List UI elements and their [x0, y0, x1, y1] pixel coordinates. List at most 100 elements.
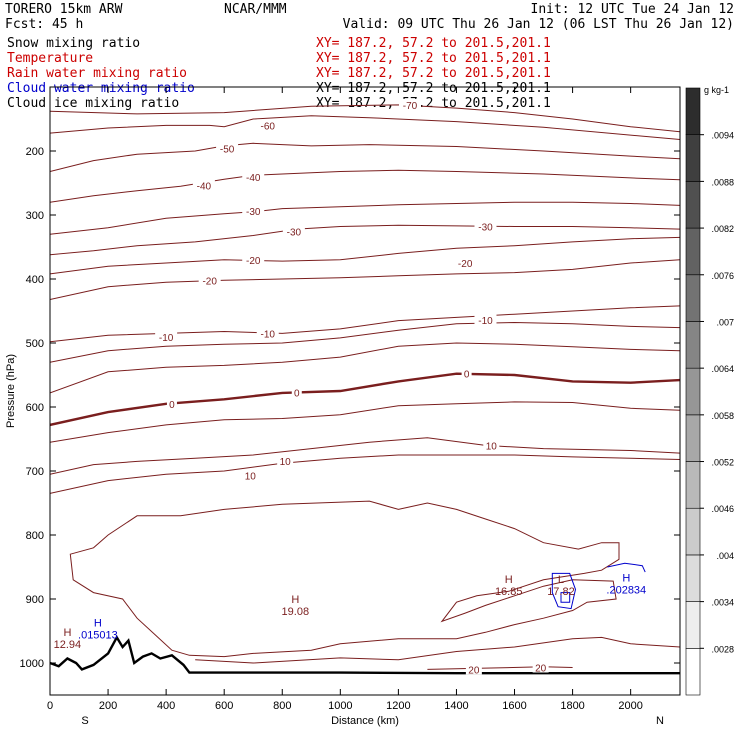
y-tick-label: 900: [26, 594, 44, 606]
x-tick-label: 800: [273, 700, 291, 712]
north-end-label: N: [656, 715, 664, 727]
y-tick-label: 300: [26, 210, 44, 222]
contour-label-bg: [454, 257, 477, 268]
extremum-letter: H: [63, 627, 71, 639]
y-tick-label: 1000: [20, 658, 44, 670]
x-tick-label: 1000: [328, 700, 352, 712]
terrain-line: [50, 634, 680, 675]
colorbar-segment: [685, 648, 701, 696]
temperature-contour: [50, 104, 680, 133]
colorbar-segment: [685, 461, 701, 509]
contour-label-bg: [242, 469, 259, 481]
plot-area: -70 -60 -50 -40 -40 -30 -30 -30 -20 -20 -20 -10 -10 -…: [50, 98, 680, 676]
colorbar-tick-label: .007: [716, 317, 734, 327]
contour-label: 0: [169, 400, 175, 411]
contour-label-bg: [242, 171, 265, 183]
contour-label: -10: [261, 329, 276, 340]
extremum-letter: H: [505, 574, 513, 586]
temperature-contour: [50, 401, 680, 443]
temperature-contour: [50, 224, 680, 256]
contour-label: -20: [458, 259, 473, 270]
colorbar-segment: [685, 414, 701, 462]
extremum-letter: H: [291, 594, 299, 606]
colorbar-segment: [685, 321, 701, 369]
contour-label: 20: [535, 663, 547, 674]
y-axis-label: Pressure (hPa): [5, 354, 17, 428]
valid-time: Valid: 09 UTC Thu 26 Jan 12 (06 LST Thu …: [343, 17, 734, 32]
field-xy-range: XY= 187.2, 57.2 to 201.5,201.1: [316, 51, 551, 66]
temperature-contour: [50, 305, 680, 343]
colorbar-tick-label: .0064: [711, 364, 734, 374]
contour-label-bg: [277, 454, 294, 466]
temperature-contour: [50, 259, 680, 300]
temperature-contour: [50, 437, 680, 475]
contour-label-bg: [532, 661, 549, 673]
cloud-water-contour: [551, 572, 577, 610]
contour-label: -30: [246, 207, 261, 218]
colorbar-tick-label: .0046: [711, 504, 734, 514]
contour-label: 10: [280, 457, 292, 468]
temperature-contour: [427, 666, 573, 670]
field-name: Cloud ice mixing ratio: [7, 96, 179, 111]
contour-label-bg: [242, 205, 265, 217]
field-name: Temperature: [7, 51, 93, 66]
colorbar-segment: [685, 367, 701, 416]
temperature-contour: [50, 115, 680, 140]
colorbar-segment: [685, 507, 701, 556]
temperature-contour: [50, 454, 680, 494]
colorbar-tick-label: .004: [716, 551, 734, 561]
x-tick-label: 1600: [502, 700, 526, 712]
extremum-letter: H: [94, 618, 102, 630]
contour-label-bg: [291, 386, 302, 398]
model-title: TORERO 15km ARW: [5, 2, 123, 17]
contour-label-bg: [166, 397, 177, 409]
temperature-contour: [50, 201, 680, 235]
contour-label: -10: [478, 316, 493, 327]
temperature-contour: [50, 169, 680, 203]
colorbar-segment: [685, 601, 701, 649]
contour-label-bg: [461, 367, 472, 379]
field-name: Snow mixing ratio: [7, 36, 140, 51]
extremum-value: .202834: [606, 585, 646, 597]
colorbar-tick-label: .0094: [711, 131, 734, 141]
y-tick-label: 200: [26, 146, 44, 158]
y-tick-label: 500: [26, 338, 44, 350]
contour-label: 0: [464, 370, 470, 381]
south-end-label: S: [81, 715, 88, 727]
extremum-value: 19.08: [282, 606, 310, 618]
field-xy-range: XY= 187.2, 57.2 to 201.5,201.1: [316, 81, 551, 96]
contour-label-bg: [465, 663, 482, 675]
contour-label: -40: [246, 173, 261, 184]
contour-label: -20: [246, 256, 261, 267]
contour-label: -50: [220, 144, 235, 155]
contour-label-bg: [474, 313, 497, 325]
x-tick-label: 1400: [444, 700, 468, 712]
y-tick-label: 800: [26, 530, 44, 542]
x-axis-label: Distance (km): [331, 715, 399, 727]
colorbar-tick-label: .0076: [711, 271, 734, 281]
contour-label: -40: [197, 182, 212, 193]
contour-label: -70: [403, 101, 418, 112]
colorbar-tick-label: .0088: [711, 177, 734, 187]
colorbar-tick-label: .0028: [711, 644, 734, 654]
extremum-value: .015013: [78, 630, 118, 642]
plot-frame: [49, 86, 681, 696]
forecast-hour: Fcst: 45 h: [5, 17, 83, 32]
cloud-water-arc: [607, 562, 646, 573]
extremum-value: 17.82: [547, 586, 575, 598]
cloud-water-inner-contour: [560, 592, 571, 603]
contour-label-bg: [216, 142, 239, 154]
y-tick-label: 400: [26, 274, 44, 286]
extremum-letter: L: [558, 574, 564, 586]
contour-label-bg: [474, 220, 497, 232]
x-tick-label: 400: [157, 700, 175, 712]
field-xy-range: XY= 187.2, 57.2 to 201.5,201.1: [316, 96, 551, 111]
contour-label: -10: [159, 333, 174, 344]
temperature-contour: [50, 236, 680, 275]
x-tick-label: 1800: [560, 700, 584, 712]
colorbar-tick-label: .0058: [711, 411, 734, 421]
colorbar-tick-label: .0034: [711, 598, 734, 608]
colorbar-segment: [685, 181, 701, 229]
colorbar-tick-label: .0052: [711, 458, 734, 468]
mixing-ratio-contour: [69, 500, 620, 658]
